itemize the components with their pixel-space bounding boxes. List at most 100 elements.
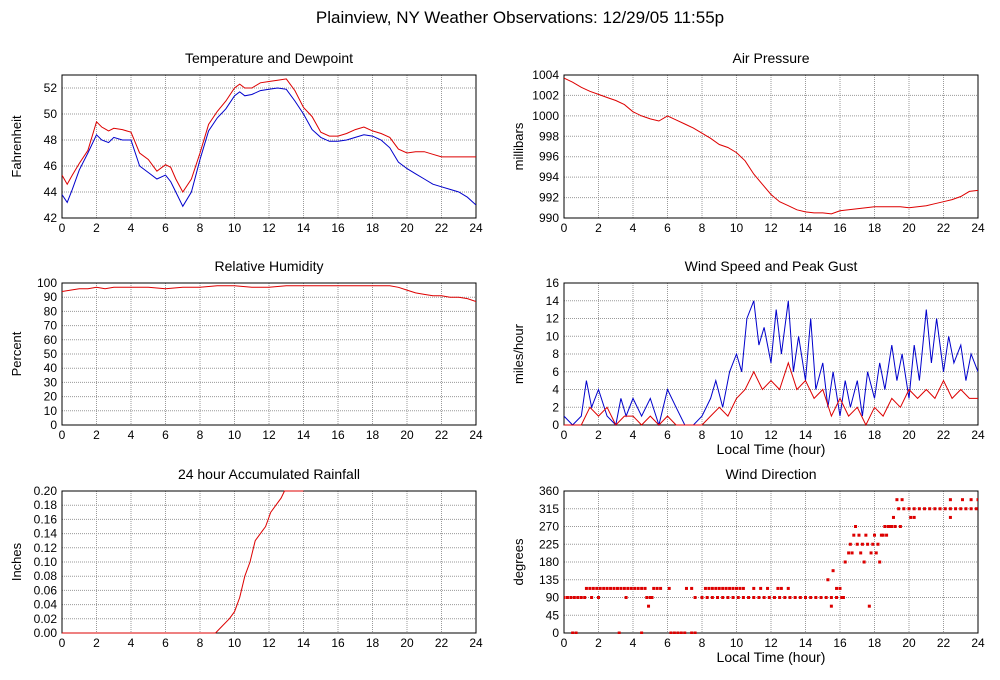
wind-direction-point [731,596,735,599]
wind-direction-point [643,586,647,590]
wind-direction-point [850,551,854,555]
y-tick-label: 270 [539,520,559,534]
x-tick-label: 24 [971,428,985,442]
plot-frame [61,74,477,219]
y-tick-label: 44 [44,185,58,199]
y-tick-label: 1004 [532,68,559,82]
x-tick-label: 6 [162,428,169,442]
wind-direction-point [579,596,583,599]
wind-direction-point [909,515,913,519]
wind-direction-point [938,507,942,511]
chart-title: Wind Speed and Peak Gust [685,258,858,274]
y-tick-label: 6 [552,365,559,379]
x-tick-label: 0 [561,636,568,650]
x-tick-label: 0 [59,636,66,650]
wind-direction-point [893,525,897,528]
x-tick-label: 10 [228,636,242,650]
y-tick-label: 0 [552,626,559,640]
x-tick-label: 16 [833,428,847,442]
x-tick-label: 16 [833,636,847,650]
y-tick-label: 0.00 [34,626,58,640]
wind-direction-point [629,586,633,590]
x-tick-label: 8 [699,428,706,442]
y-tick-label: 0.02 [34,612,58,626]
wind-direction-point [841,596,845,599]
x-tick-label: 8 [699,221,706,235]
wind-direction-point [854,525,858,528]
x-tick-label: 0 [59,428,66,442]
y-tick-label: 225 [539,537,559,551]
wind-direction-point [873,533,876,537]
wind-direction-point [829,596,833,599]
wind-direction-point [726,596,730,599]
y-tick-label: 90 [546,591,560,605]
x-tick-label: 18 [868,221,882,235]
wind-direction-point [602,586,606,590]
chart-title: Temperature and Dewpoint [185,50,353,66]
wind-direction-point [928,507,932,511]
y-tick-label: 360 [539,484,559,498]
y-tick-label: 992 [539,191,559,205]
y-tick-label: 30 [44,375,58,389]
y-tick-label: 0.04 [34,598,58,612]
x-tick-label: 20 [400,428,414,442]
wind-direction-point [705,596,709,599]
wind-direction-point [636,586,640,590]
x-tick-label: 18 [366,221,380,235]
y-tick-label: 100 [37,276,57,290]
wind-direction-point [835,596,839,599]
x-tick-label: 2 [595,221,602,235]
wind-direction-point [724,586,728,590]
wind-direction-point [647,604,651,608]
wind-direction-point [693,631,697,634]
wind-direction-point [866,542,870,546]
chart-title: 24 hour Accumulated Rainfall [178,466,360,482]
x-tick-label: 20 [902,221,916,235]
x-tick-label: 2 [595,636,602,650]
x-tick-label: 24 [971,221,985,235]
y-tick-label: 16 [546,276,560,290]
x-tick-label: 10 [730,221,744,235]
wind-direction-point [757,596,761,599]
x-tick-label: 18 [366,428,380,442]
wind-direction-point [902,507,906,511]
y-axis-label: miles/hour [511,323,526,384]
x-tick-label: 6 [664,636,671,650]
chart-title: Relative Humidity [215,258,324,274]
wind-direction-point [762,596,766,599]
wind-direction-point [819,596,823,599]
wind-direction-point [840,596,844,599]
x-tick-label: 8 [699,636,706,650]
x-tick-label: 0 [561,221,568,235]
x-tick-label: 22 [937,221,951,235]
wind-direction-point [917,507,921,511]
wind-direction-point [619,586,623,590]
x-tick-label: 10 [730,636,744,650]
y-tick-label: 42 [44,211,58,225]
wind-direction-point [859,551,863,555]
wind-direction-point [584,586,588,590]
y-tick-label: 14 [546,294,560,308]
wind-direction-point [569,596,573,599]
x-tick-label: 12 [262,428,276,442]
page-title: Plainview, NY Weather Observations: 12/2… [315,8,725,27]
wind-direction-point [881,533,885,537]
wind-direction-point [871,542,875,546]
temperature-series-1-line [62,87,476,208]
x-tick-label: 2 [93,428,100,442]
wind-direction-point [588,586,592,590]
y-tick-label: 0.08 [34,569,58,583]
y-tick-label: 990 [539,211,559,225]
x-tick-label: 22 [435,221,449,235]
y-tick-label: 1002 [532,88,559,102]
x-tick-label: 12 [764,221,778,235]
y-tick-label: 50 [44,107,58,121]
x-tick-label: 4 [630,221,637,235]
x-tick-label: 10 [228,221,242,235]
wind-direction-point [809,596,813,599]
wind-direction-point [735,586,738,590]
wind-direction-point [829,604,833,608]
x-tick-label: 6 [162,221,169,235]
y-tick-label: 0.18 [34,498,58,512]
x-tick-label: 24 [469,221,483,235]
